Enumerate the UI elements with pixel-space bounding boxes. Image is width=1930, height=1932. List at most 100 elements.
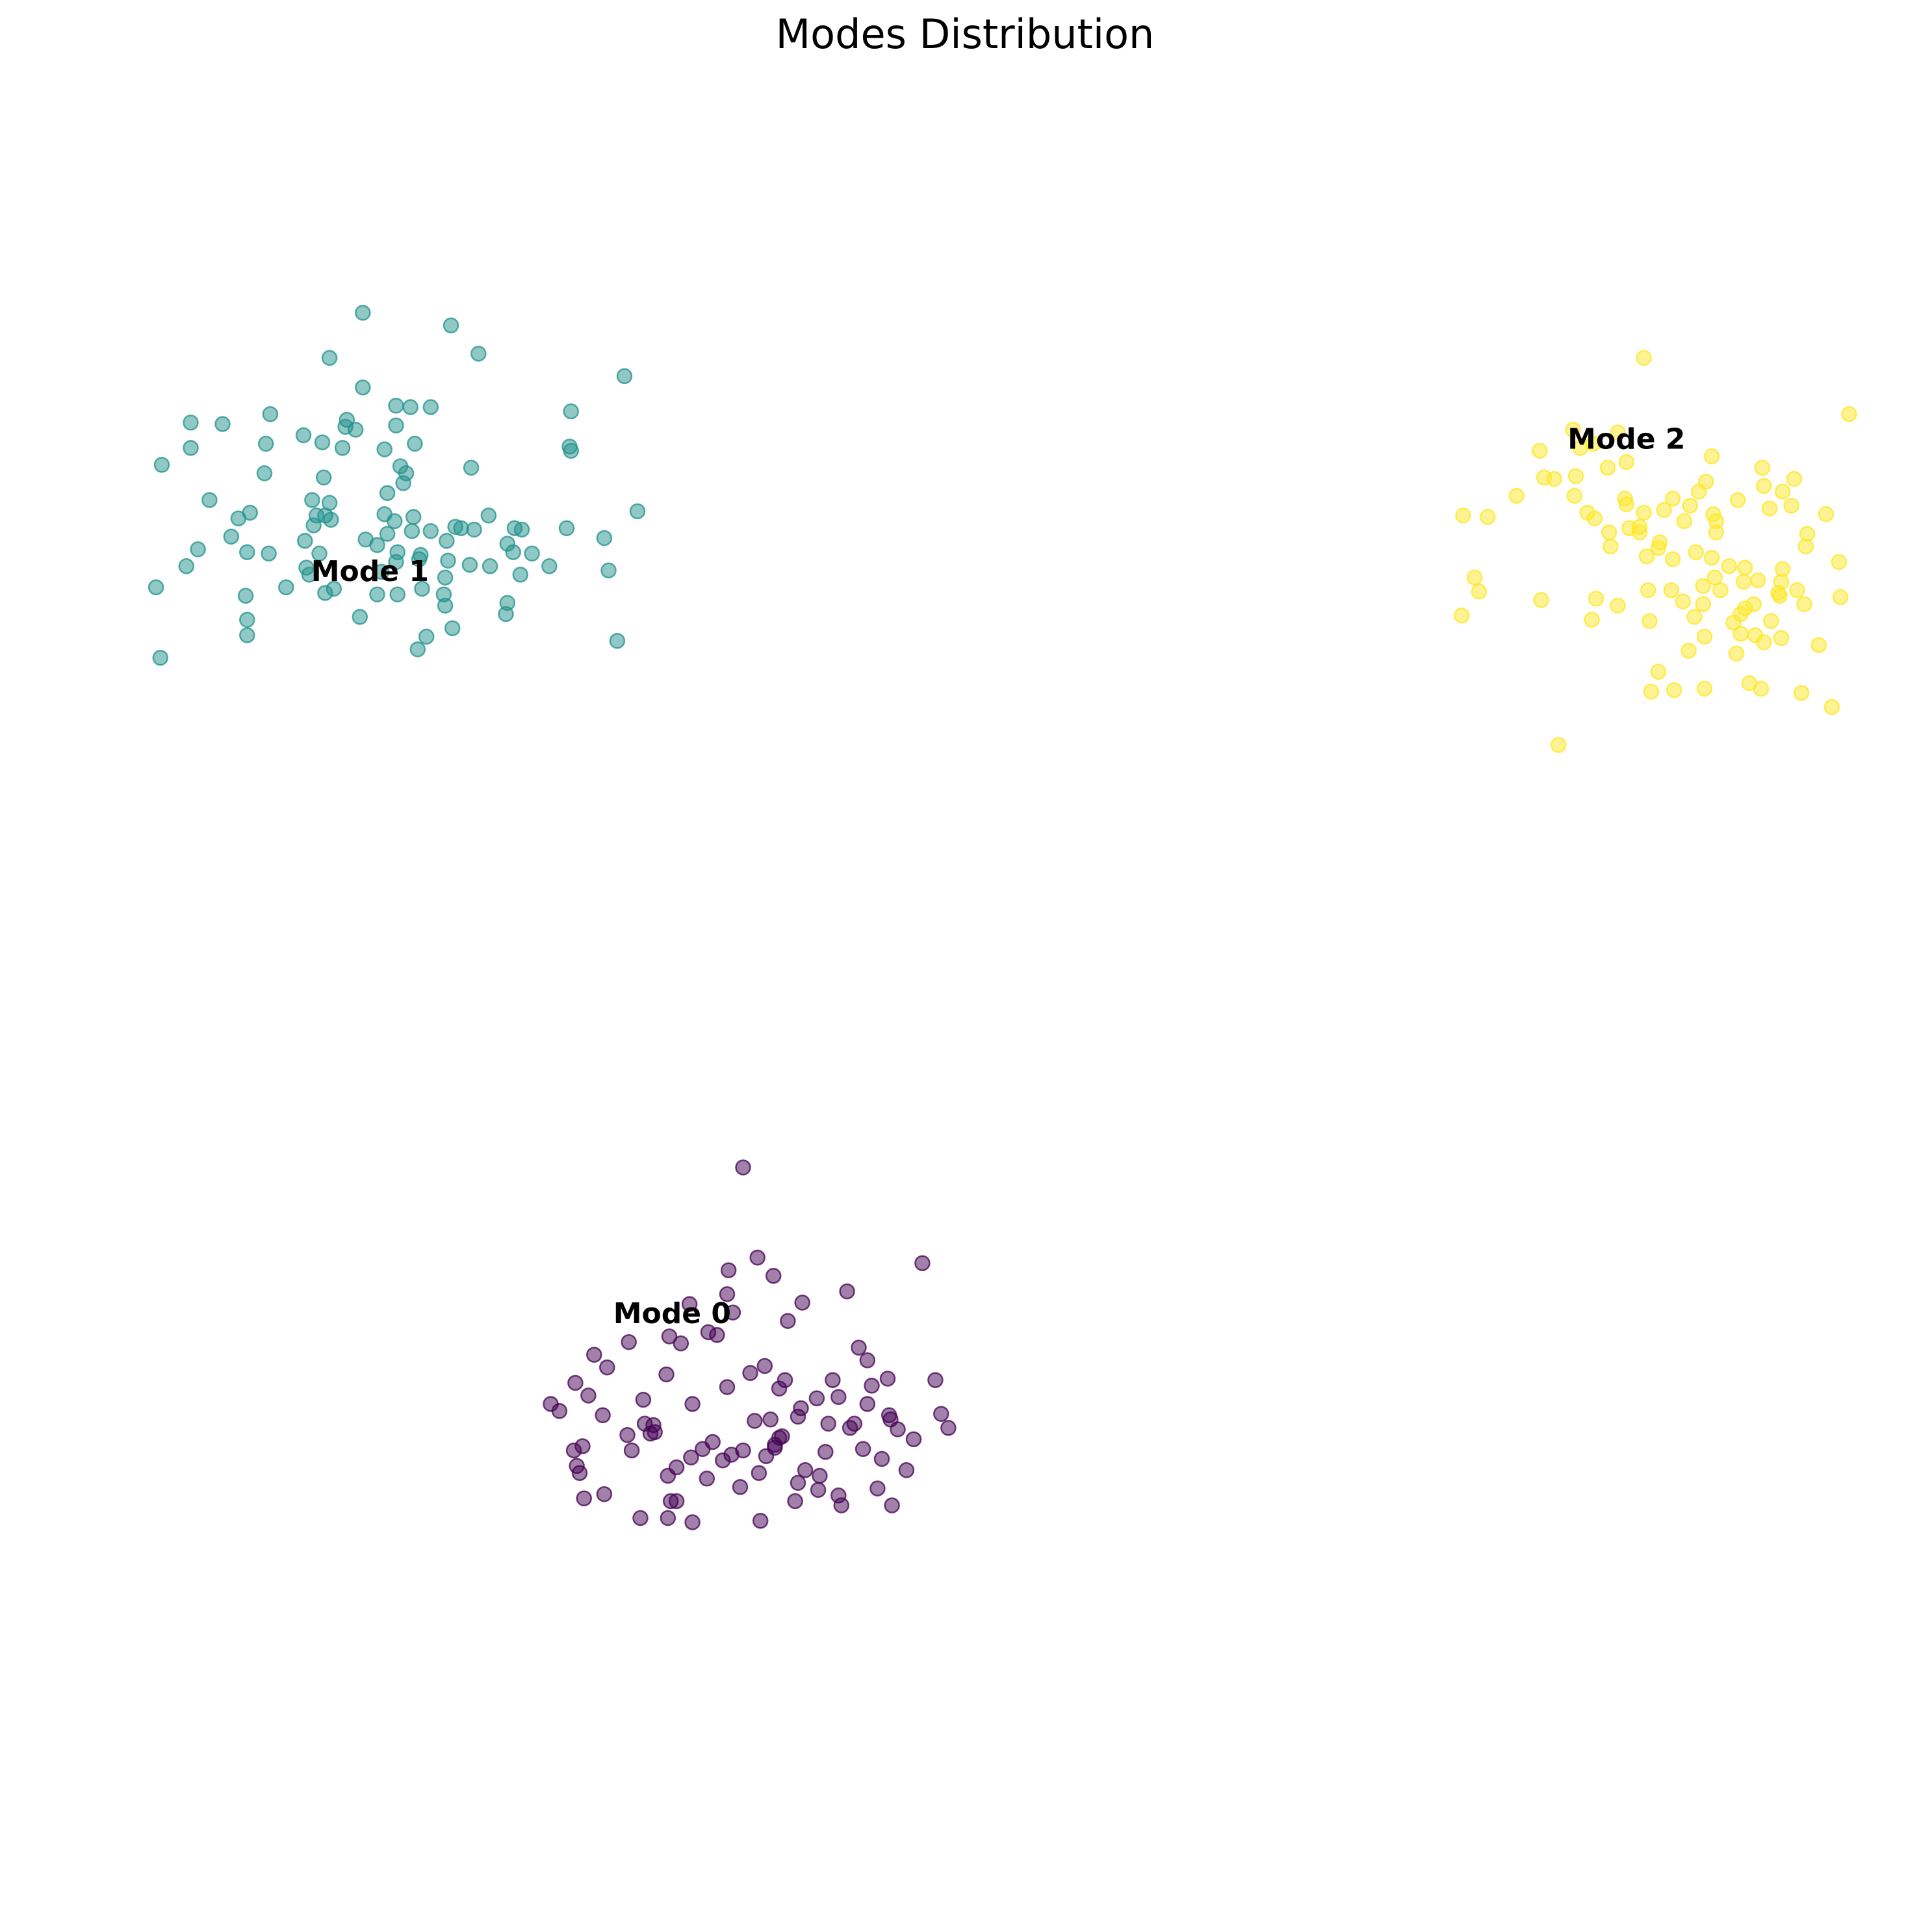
data-point <box>616 368 633 385</box>
data-point <box>898 1462 915 1478</box>
data-point <box>1601 524 1617 541</box>
points-layer <box>148 305 1857 1530</box>
data-point <box>422 399 439 415</box>
data-point <box>808 1390 825 1407</box>
data-point <box>323 511 339 528</box>
data-point <box>1656 502 1673 518</box>
data-point <box>1756 634 1772 650</box>
data-point <box>239 612 255 628</box>
data-point <box>1567 468 1584 484</box>
data-point <box>787 1493 803 1510</box>
data-point <box>373 563 390 580</box>
data-point <box>148 579 164 596</box>
data-point <box>851 1339 867 1356</box>
data-point <box>797 1462 814 1478</box>
data-point <box>352 609 368 625</box>
data-point <box>1688 544 1704 560</box>
data-point <box>563 443 579 459</box>
data-point <box>1550 737 1567 753</box>
data-point <box>609 632 626 649</box>
data-point <box>660 1510 676 1526</box>
data-point <box>314 434 331 450</box>
data-point <box>1584 612 1600 628</box>
data-point <box>466 521 482 538</box>
data-point <box>668 1459 685 1476</box>
data-point <box>599 1359 615 1376</box>
data-point <box>1676 513 1693 530</box>
data-point <box>1572 440 1588 456</box>
data-point <box>1651 534 1668 550</box>
data-point <box>239 544 255 560</box>
data-point <box>881 1407 897 1424</box>
data-point <box>1610 597 1626 614</box>
data-point <box>389 544 405 560</box>
data-point <box>720 1262 737 1278</box>
data-point <box>305 517 322 534</box>
data-point <box>1696 628 1713 645</box>
data-point <box>621 1333 637 1350</box>
data-point <box>183 440 199 456</box>
mode-label-0: Mode 0 <box>613 1297 731 1330</box>
data-point <box>790 1475 806 1491</box>
data-point <box>1756 478 1772 495</box>
data-point <box>278 579 294 596</box>
data-point <box>183 415 199 431</box>
data-point <box>635 1391 652 1408</box>
data-point <box>719 1379 736 1395</box>
data-point <box>1638 548 1655 565</box>
data-point <box>389 586 405 602</box>
data-point <box>762 1411 778 1428</box>
data-point <box>447 519 463 535</box>
data-point <box>315 469 332 486</box>
data-point <box>230 510 247 526</box>
data-point <box>201 492 218 508</box>
data-point <box>1773 630 1790 647</box>
data-point <box>1737 560 1753 576</box>
data-point <box>817 1443 834 1460</box>
data-point <box>388 417 404 433</box>
data-point <box>435 586 452 602</box>
data-point <box>1721 558 1738 574</box>
data-point <box>1471 584 1487 600</box>
data-point <box>742 1365 758 1382</box>
data-point <box>1831 554 1847 571</box>
data-point <box>398 465 415 482</box>
data-point <box>1641 613 1658 630</box>
data-point <box>1675 593 1691 610</box>
data-point <box>1754 459 1771 476</box>
data-point <box>317 585 333 601</box>
data-point <box>355 305 371 321</box>
data-point <box>859 1396 876 1412</box>
data-point <box>1686 609 1703 625</box>
data-point <box>1532 443 1548 459</box>
data-point <box>1695 596 1712 613</box>
data-point <box>1565 421 1581 438</box>
data-point <box>709 1327 725 1343</box>
data-point <box>940 1420 957 1436</box>
data-point <box>596 530 613 547</box>
data-point <box>681 1296 698 1312</box>
data-point <box>933 1406 949 1422</box>
data-point <box>482 558 498 574</box>
data-point <box>567 1374 584 1391</box>
chart-title: Modes Distribution <box>775 10 1155 58</box>
data-point <box>864 1378 880 1394</box>
data-point <box>1823 699 1840 715</box>
data-point <box>1454 607 1470 624</box>
data-point <box>673 1335 689 1352</box>
data-point <box>1455 508 1471 524</box>
data-point <box>541 558 558 574</box>
data-point <box>1467 569 1483 586</box>
data-point <box>1783 497 1799 514</box>
data-point <box>1750 572 1766 589</box>
data-point <box>376 441 392 457</box>
data-point <box>1841 406 1857 422</box>
data-point <box>437 569 454 586</box>
data-point <box>855 1441 871 1458</box>
data-point <box>558 520 575 537</box>
data-point <box>830 1488 847 1504</box>
data-point <box>839 1283 855 1300</box>
data-point <box>684 1514 701 1530</box>
data-point <box>461 556 478 573</box>
